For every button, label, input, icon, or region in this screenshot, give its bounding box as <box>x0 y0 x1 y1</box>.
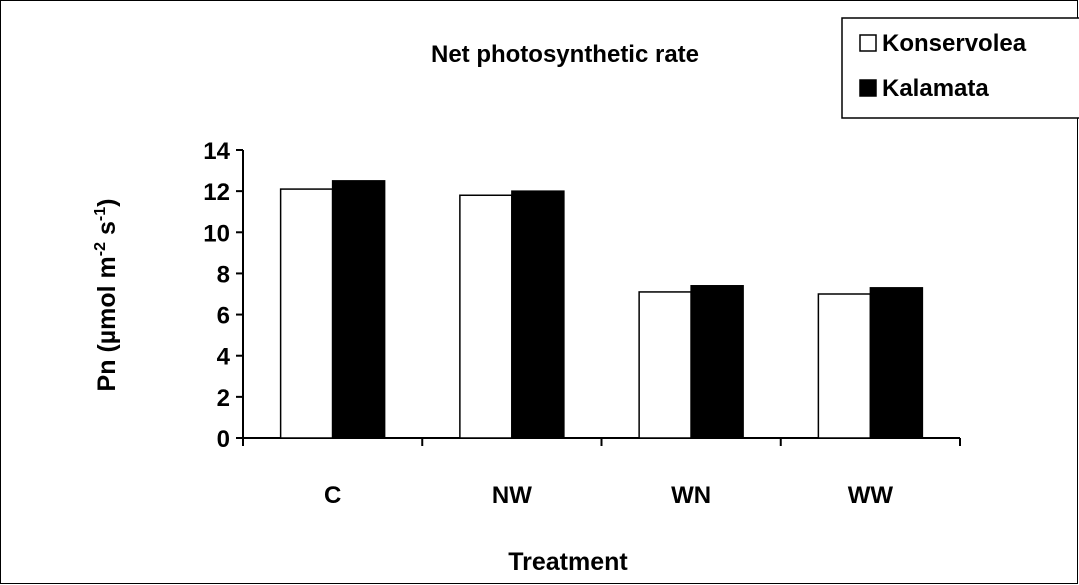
x-tick-label: NW <box>492 482 532 509</box>
x-axis: C NW WN WW <box>242 437 961 509</box>
legend: Konservolea Kalamata <box>841 17 1079 119</box>
y-tick-label: 10 <box>203 220 230 247</box>
y-tick-label: 2 <box>217 385 230 412</box>
bar-kalamata-wn <box>690 285 744 439</box>
y-tick-label: 12 <box>203 179 230 206</box>
chart-title: Net photosynthetic rate <box>431 41 699 68</box>
bar-konservolea-c <box>279 188 334 439</box>
bar-konservolea-ww <box>817 293 872 439</box>
bar-konservolea-nw <box>459 194 513 439</box>
y-tick-label: 0 <box>217 426 230 453</box>
bar-kalamata-nw <box>511 190 565 439</box>
y-axis-label-prefix: Pn (µmol m <box>93 256 121 391</box>
x-tick-label: WW <box>848 482 894 509</box>
x-tick-label: WN <box>671 482 711 509</box>
legend-label-konservolea: Konservolea <box>882 30 1027 57</box>
y-tick-label: 14 <box>203 138 230 165</box>
y-axis-label-sup2: -1 <box>92 207 109 221</box>
legend-box <box>841 17 1079 119</box>
x-axis-label: Treatment <box>508 548 628 576</box>
y-axis-label-mid: s <box>93 221 121 242</box>
legend-swatch-kalamata <box>859 79 877 97</box>
bar-kalamata-ww <box>869 287 924 439</box>
bars <box>279 180 924 439</box>
y-tick-label: 4 <box>217 344 231 371</box>
legend-label-kalamata: Kalamata <box>882 75 989 102</box>
y-axis-label-sup1: -2 <box>92 242 109 256</box>
legend-swatch-konservolea <box>859 34 877 52</box>
y-tick-label: 6 <box>217 303 230 330</box>
y-tick-label: 8 <box>217 261 230 288</box>
bar-konservolea-wn <box>638 291 692 439</box>
bar-kalamata-c <box>331 180 386 439</box>
y-axis-label: Pn (µmol m-2 s-1) <box>92 199 121 392</box>
x-tick-label: C <box>324 482 341 509</box>
y-axis: 0 2 4 6 8 10 12 14 <box>203 138 244 453</box>
y-axis-label-suffix: ) <box>93 199 121 207</box>
